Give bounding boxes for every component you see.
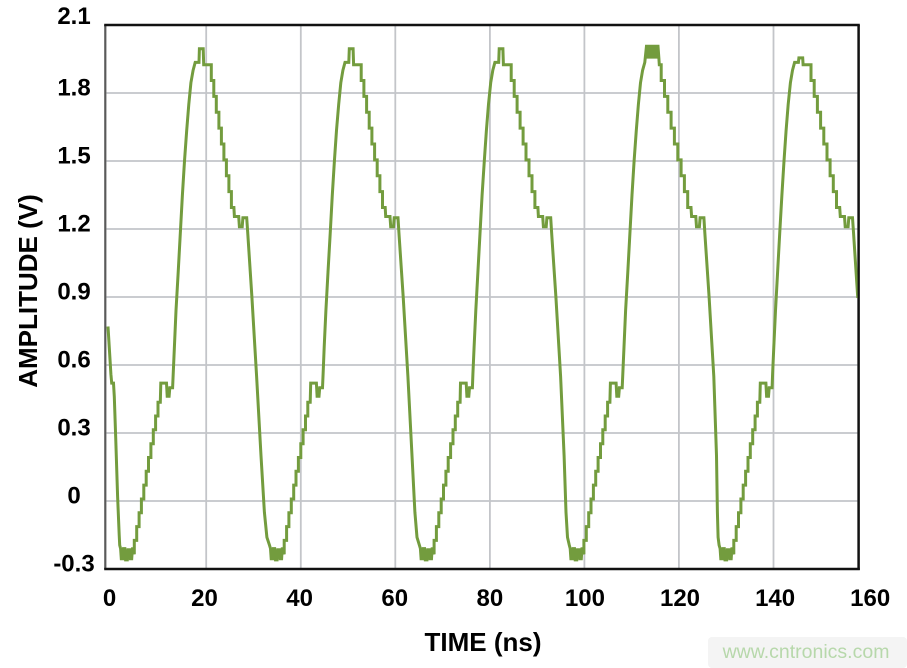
svg-text:1.5: 1.5 xyxy=(57,143,90,170)
svg-text:20: 20 xyxy=(191,585,218,612)
svg-text:140: 140 xyxy=(755,585,795,612)
svg-text:40: 40 xyxy=(286,585,313,612)
svg-text:120: 120 xyxy=(660,585,700,612)
svg-text:www.cntronics.com: www.cntronics.com xyxy=(722,641,890,663)
svg-text:60: 60 xyxy=(381,585,408,612)
svg-text:0.6: 0.6 xyxy=(57,347,90,374)
svg-text:0: 0 xyxy=(67,483,80,510)
svg-text:80: 80 xyxy=(477,585,504,612)
svg-text:-0.3: -0.3 xyxy=(53,551,94,578)
svg-text:1.8: 1.8 xyxy=(57,75,90,102)
svg-text:1.2: 1.2 xyxy=(57,211,90,238)
svg-text:160: 160 xyxy=(850,585,890,612)
svg-text:TIME (ns): TIME (ns) xyxy=(425,627,542,657)
svg-text:2.1: 2.1 xyxy=(57,3,90,30)
svg-text:0: 0 xyxy=(103,585,116,612)
svg-text:AMPLITUDE (V): AMPLITUDE (V) xyxy=(13,194,43,388)
svg-text:0.9: 0.9 xyxy=(57,279,90,306)
svg-text:100: 100 xyxy=(565,585,605,612)
svg-text:0.3: 0.3 xyxy=(57,415,90,442)
